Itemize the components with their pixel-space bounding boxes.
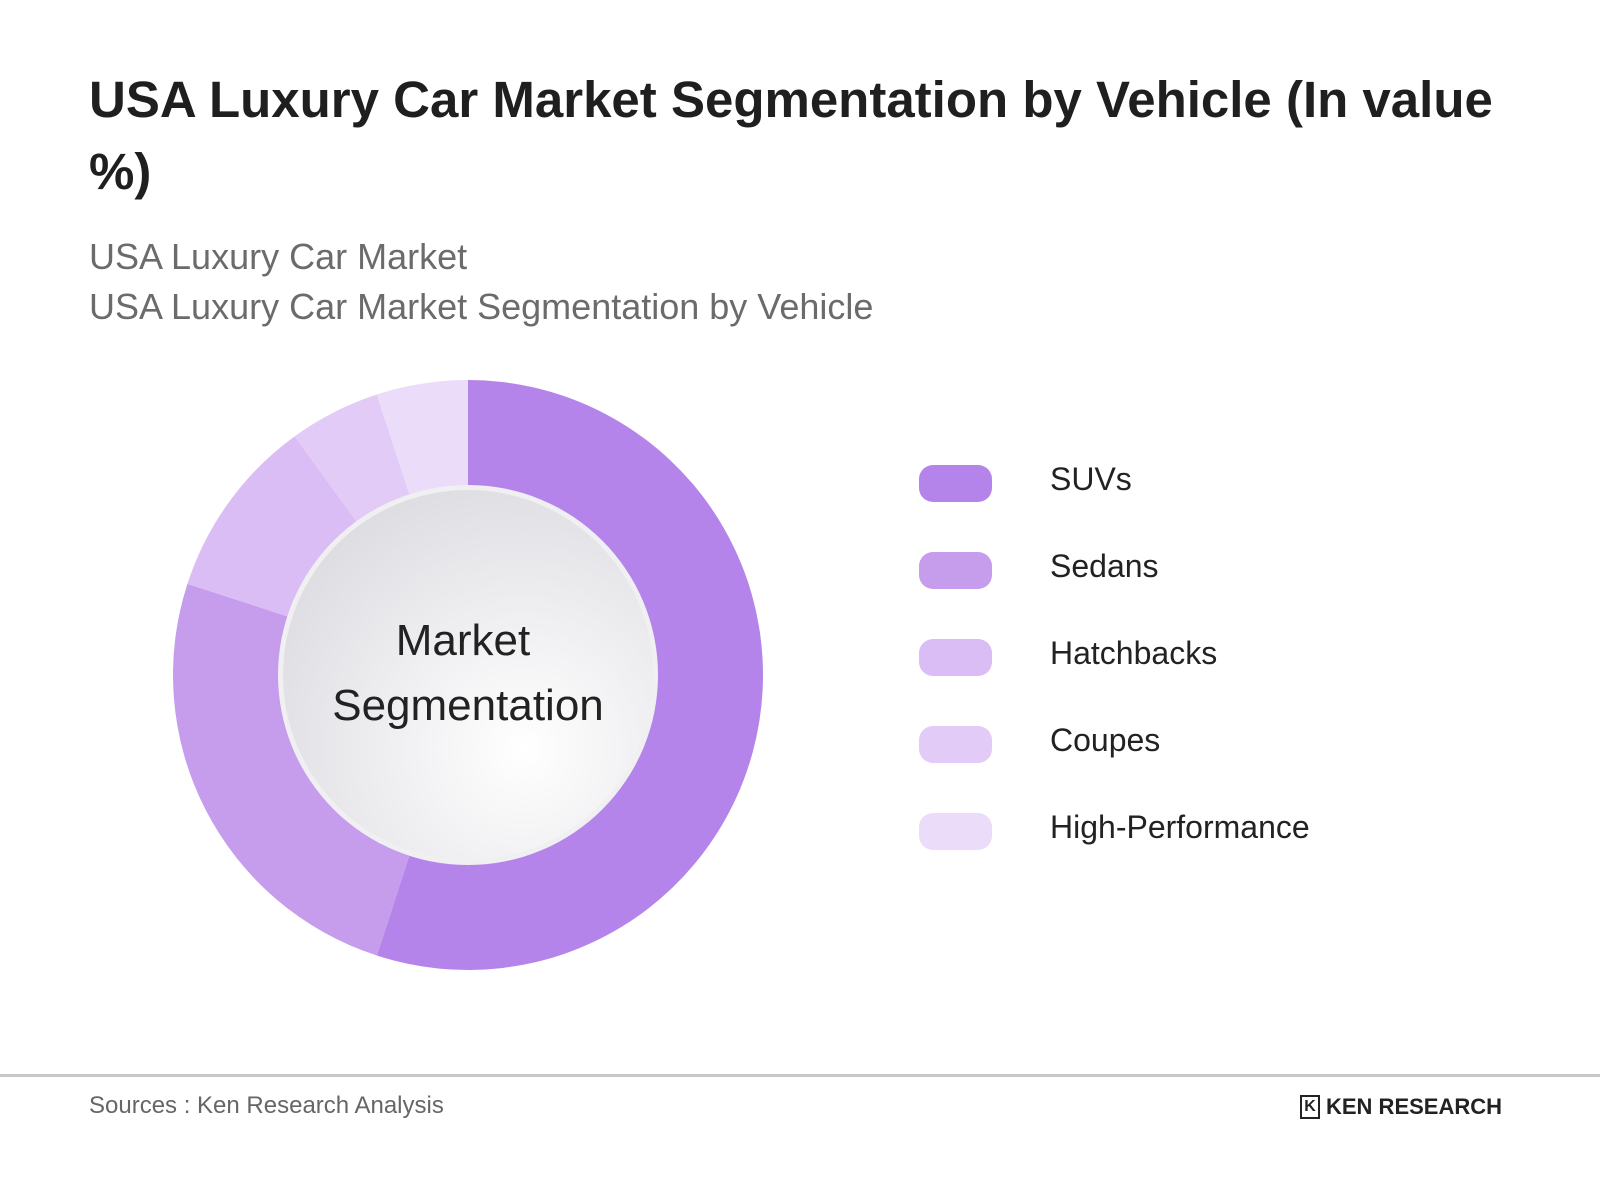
legend-swatch: [919, 639, 992, 676]
subtitle-2: USA Luxury Car Market Segmentation by Ve…: [89, 286, 874, 327]
legend-label: High-Performance: [1050, 809, 1310, 845]
legend-swatch: [919, 726, 992, 763]
legend-label: Coupes: [1050, 722, 1161, 758]
subtitle-1: USA Luxury Car Market: [89, 236, 468, 277]
donut-hole: [283, 490, 653, 860]
center-label-line-2: Segmentation: [332, 681, 604, 730]
slice-suvs: [376, 380, 764, 970]
chart-title: USA Luxury Car Market Segmentation by Ve…: [89, 71, 1493, 200]
ken-research-logo: K KEN RESEARCH: [1300, 1094, 1502, 1120]
donut-chart: Market Segmentation: [173, 380, 764, 970]
slice-sedans: [173, 583, 422, 956]
legend-label: SUVs: [1050, 461, 1132, 497]
legend-swatch: [919, 552, 992, 589]
legend-label: Sedans: [1050, 548, 1159, 584]
source-note: Sources : Ken Research Analysis: [89, 1092, 444, 1119]
footer-divider: [0, 1074, 1600, 1077]
center-label-line-1: Market: [396, 616, 530, 665]
logo-text: KEN RESEARCH: [1326, 1094, 1503, 1119]
legend-label: Hatchbacks: [1050, 635, 1218, 671]
logo-k-icon: K: [1300, 1095, 1320, 1119]
legend-swatch: [919, 465, 992, 502]
legend-swatch: [919, 813, 992, 850]
